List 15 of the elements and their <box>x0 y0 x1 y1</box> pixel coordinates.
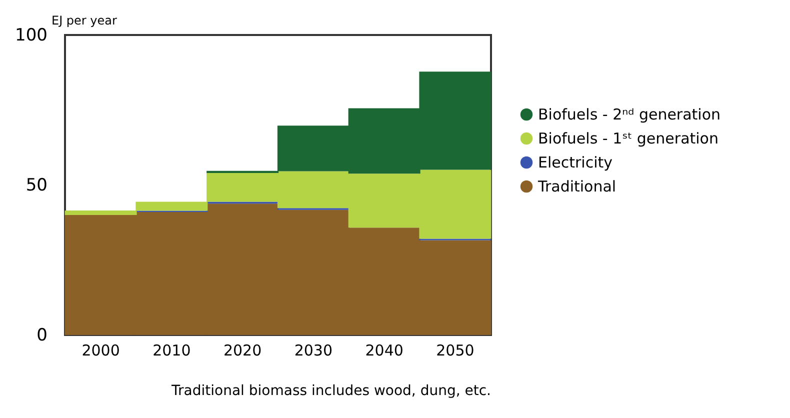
legend-label: Biofuels - 2ⁿᵈ generation <box>538 106 721 124</box>
legend-label: Electricity <box>538 154 613 172</box>
legend-label: Biofuels - 1ˢᵗ generation <box>538 130 718 148</box>
x-tick-label: 2040 <box>365 342 404 360</box>
y-axis-title: EJ per year <box>52 14 118 28</box>
y-tick-label: 100 <box>15 26 48 46</box>
text: Traditional biomass includes wood, dung, etc. <box>170 383 491 399</box>
y-tick-label: 50 <box>26 176 48 196</box>
x-tick-label: 2020 <box>223 342 262 360</box>
y-tick-label: 0 <box>36 326 48 346</box>
x-tick-label: 2050 <box>436 342 474 360</box>
x-tick-label: 2030 <box>294 342 333 360</box>
x-tick-label: 2000 <box>82 342 120 360</box>
legend-label: Traditional <box>537 178 616 196</box>
x-tick-label: 2010 <box>152 342 191 360</box>
